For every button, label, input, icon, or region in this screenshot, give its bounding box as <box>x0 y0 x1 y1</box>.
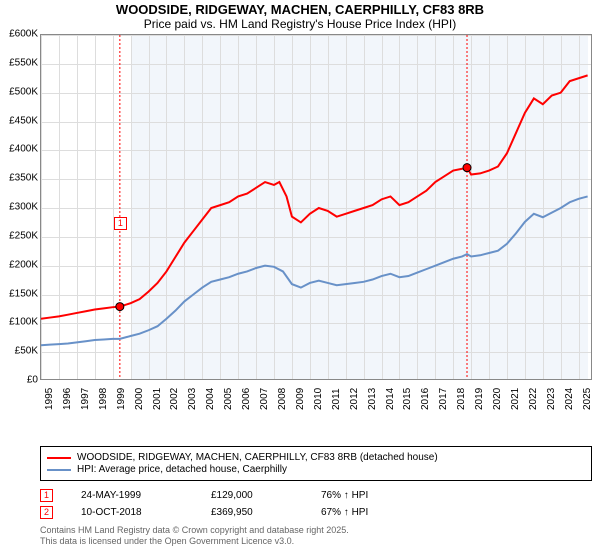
xtick-label: 2025 <box>582 388 593 410</box>
ytick-label: £300K <box>9 202 38 213</box>
footer-line-2: This data is licensed under the Open Gov… <box>40 536 592 547</box>
plot-area: 12 <box>40 34 592 380</box>
xtick-label: 2011 <box>331 388 342 410</box>
footer: Contains HM Land Registry data © Crown c… <box>40 525 592 548</box>
xtick-label: 2020 <box>492 388 503 410</box>
transaction-price: £129,000 <box>211 490 321 501</box>
xtick-label: 1995 <box>44 388 55 410</box>
transaction-date: 24-MAY-1999 <box>81 490 211 501</box>
marker-box-1: 1 <box>114 217 127 230</box>
xtick-label: 2024 <box>564 388 575 410</box>
xtick-label: 2008 <box>277 388 288 410</box>
ytick-label: £400K <box>9 144 38 155</box>
ytick-label: £150K <box>9 288 38 299</box>
legend-swatch <box>47 457 71 459</box>
chart-title-2: Price paid vs. HM Land Registry's House … <box>0 17 600 31</box>
xtick-label: 2014 <box>385 388 396 410</box>
ytick-label: £50K <box>15 346 38 357</box>
xtick-label: 2023 <box>546 388 557 410</box>
xtick-label: 2022 <box>528 388 539 410</box>
xtick-label: 2019 <box>474 388 485 410</box>
transaction-price: £369,950 <box>211 507 321 518</box>
xtick-label: 2021 <box>510 388 521 410</box>
xtick-label: 2010 <box>313 388 324 410</box>
legend-swatch <box>47 469 71 471</box>
ytick-label: £600K <box>9 29 38 40</box>
ytick-label: £500K <box>9 86 38 97</box>
xtick-label: 2016 <box>420 388 431 410</box>
xtick-label: 2009 <box>295 388 306 410</box>
chart-area: 12 £0 £50K £100K £150K £200K £250K £300K £350K £… <box>0 34 600 414</box>
xtick-label: 1999 <box>116 388 127 410</box>
xtick-label: 2002 <box>169 388 180 410</box>
transaction-hpi: 76% ↑ HPI <box>321 490 368 501</box>
ytick-label: £450K <box>9 115 38 126</box>
transaction-hpi: 67% ↑ HPI <box>321 507 368 518</box>
xtick-label: 2006 <box>241 388 252 410</box>
transaction-row: 1 24-MAY-1999£129,00076% ↑ HPI <box>40 489 592 502</box>
marker-dot-1 <box>116 303 124 311</box>
xtick-label: 2017 <box>438 388 449 410</box>
footer-line-1: Contains HM Land Registry data © Crown c… <box>40 525 592 536</box>
legend-row: HPI: Average price, detached house, Caer… <box>47 464 585 475</box>
xtick-label: 2007 <box>259 388 270 410</box>
legend-label: WOODSIDE, RIDGEWAY, MACHEN, CAERPHILLY, … <box>77 452 438 463</box>
xtick-label: 2004 <box>205 388 216 410</box>
ytick-label: £350K <box>9 173 38 184</box>
ytick-label: £550K <box>9 57 38 68</box>
legend-row: WOODSIDE, RIDGEWAY, MACHEN, CAERPHILLY, … <box>47 452 585 463</box>
xtick-label: 2003 <box>187 388 198 410</box>
xtick-label: 2005 <box>223 388 234 410</box>
xtick-label: 2001 <box>152 388 163 410</box>
ytick-label: £0 <box>27 375 38 386</box>
transaction-marker: 2 <box>40 506 53 519</box>
ytick-label: £250K <box>9 230 38 241</box>
transaction-table: 1 24-MAY-1999£129,00076% ↑ HPI 2 10-OCT-201… <box>40 489 592 519</box>
legend: WOODSIDE, RIDGEWAY, MACHEN, CAERPHILLY, … <box>40 446 592 481</box>
transaction-date: 10-OCT-2018 <box>81 507 211 518</box>
marker-dot-2 <box>463 164 471 172</box>
transaction-row: 2 10-OCT-2018£369,95067% ↑ HPI <box>40 506 592 519</box>
xtick-label: 2018 <box>456 388 467 410</box>
ytick-label: £200K <box>9 259 38 270</box>
xtick-label: 1996 <box>62 388 73 410</box>
xtick-label: 2012 <box>349 388 360 410</box>
xtick-label: 2015 <box>402 388 413 410</box>
chart-title-1: WOODSIDE, RIDGEWAY, MACHEN, CAERPHILLY, … <box>0 2 600 17</box>
ytick-label: £100K <box>9 317 38 328</box>
legend-label: HPI: Average price, detached house, Caer… <box>77 464 287 475</box>
transaction-marker: 1 <box>40 489 53 502</box>
xtick-label: 1997 <box>80 388 91 410</box>
xtick-label: 2000 <box>134 388 145 410</box>
xtick-label: 1998 <box>98 388 109 410</box>
xtick-label: 2013 <box>367 388 378 410</box>
